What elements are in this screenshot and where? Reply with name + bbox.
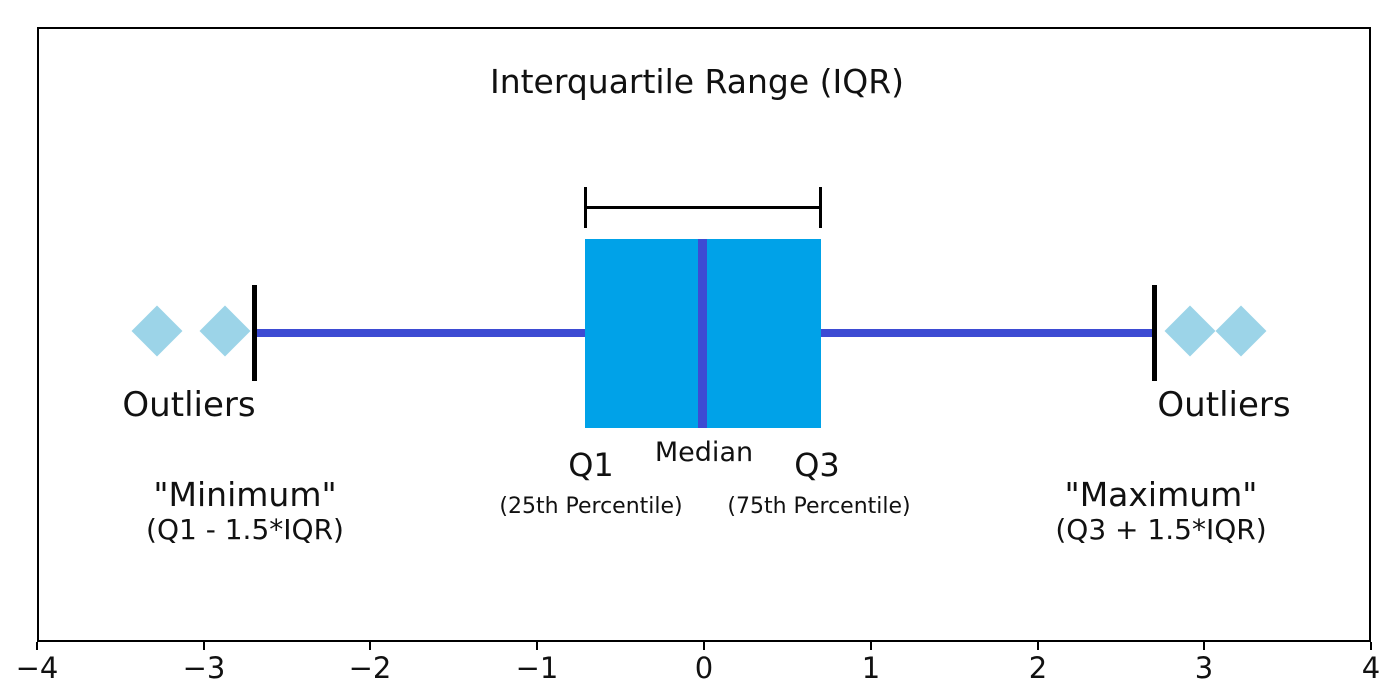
median-label: Median xyxy=(654,437,754,468)
q1-caption: (25th Percentile) xyxy=(499,494,683,519)
right-whisker-line xyxy=(821,329,1153,337)
x-tick-label: −2 xyxy=(348,651,392,685)
x-tick-mark xyxy=(369,642,371,650)
median-line xyxy=(698,239,707,428)
minimum-formula: (Q1 - 1.5*IQR) xyxy=(146,512,344,546)
x-tick-label: 4 xyxy=(1361,651,1381,685)
x-tick-label: −4 xyxy=(15,651,59,685)
x-tick-label: 2 xyxy=(1028,651,1048,685)
outliers-label-left: Outliers xyxy=(122,385,256,425)
x-tick-label: 1 xyxy=(861,651,881,685)
outliers-label-right: Outliers xyxy=(1157,385,1291,425)
iqr-bracket-left-cap xyxy=(584,187,587,228)
x-tick-mark xyxy=(870,642,872,650)
x-tick-label: 3 xyxy=(1194,651,1214,685)
q3-label: Q3 xyxy=(794,446,840,484)
iqr-bracket-line xyxy=(584,206,822,209)
maximum-annotation: "Maximum" (Q3 + 1.5*IQR) xyxy=(1055,476,1266,546)
maximum-title: "Maximum" xyxy=(1064,475,1258,514)
x-tick-mark xyxy=(1370,642,1372,650)
left-whisker-cap xyxy=(252,285,257,381)
maximum-formula: (Q3 + 1.5*IQR) xyxy=(1055,512,1267,546)
x-tick-mark xyxy=(203,642,205,650)
right-whisker-cap xyxy=(1152,285,1157,381)
q1-label: Q1 xyxy=(568,446,614,484)
x-tick-label: −1 xyxy=(515,651,559,685)
x-tick-label: 0 xyxy=(694,651,714,685)
x-tick-mark xyxy=(1203,642,1205,650)
q3-caption: (75th Percentile) xyxy=(727,494,911,519)
x-tick-mark xyxy=(703,642,705,650)
minimum-title: "Minimum" xyxy=(153,475,337,514)
x-tick-mark xyxy=(36,642,38,650)
left-whisker-line xyxy=(257,329,585,337)
minimum-annotation: "Minimum" (Q1 - 1.5*IQR) xyxy=(146,476,344,546)
chart-title: Interquartile Range (IQR) xyxy=(489,62,905,101)
x-tick-mark xyxy=(1037,642,1039,650)
x-tick-label: −3 xyxy=(182,651,226,685)
plot-border xyxy=(37,27,1371,642)
iqr-bracket-right-cap xyxy=(819,187,822,228)
x-tick-mark xyxy=(536,642,538,650)
